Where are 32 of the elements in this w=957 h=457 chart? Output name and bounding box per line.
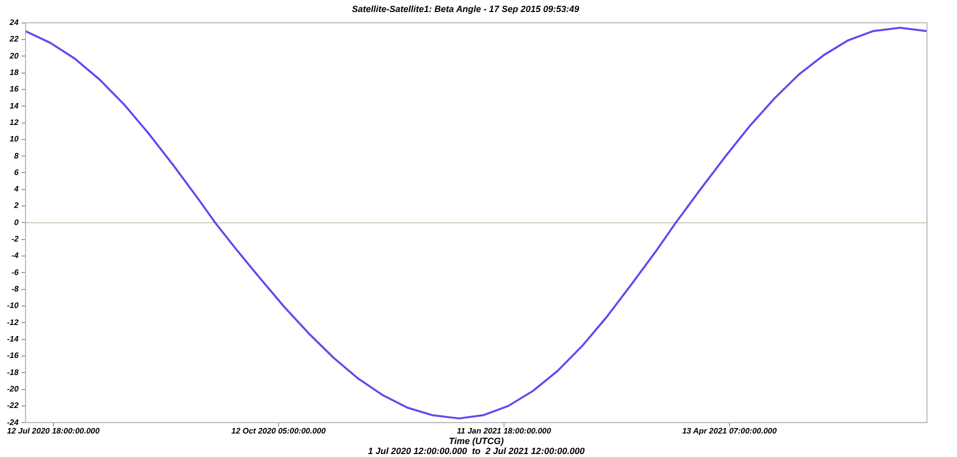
x-tick-label: 12 Jul 2020 18:00:00.000 [7,426,100,436]
y-tick-label: 8 [14,151,20,160]
x-axis-title: Time (UTCG) [448,436,504,446]
x-tick-label: 13 Apr 2021 07:00:00.000 [682,426,778,436]
y-tick-label: -14 [7,334,20,344]
y-tick-label: 6 [14,168,20,177]
y-tick-label: 16 [10,84,20,94]
y-tick-label: -8 [11,284,20,294]
y-tick-label: 24 [8,18,20,28]
y-tick-label: -20 [7,384,20,394]
y-tick-label: 20 [8,51,20,60]
y-tick-label: -6 [11,268,20,277]
y-tick-label: -16 [7,351,20,360]
y-tick-label: -2 [11,234,20,244]
y-tick-label: -10 [7,301,20,310]
y-tick-label: 12 [10,118,20,127]
y-tick-label: 4 [13,184,20,194]
y-tick-label: -4 [11,251,20,260]
y-tick-label: -24 [7,418,20,427]
chart-title: Satellite-Satellite1: Beta Angle - 17 Sep 2015 09:53:49 [352,4,580,14]
x-tick-label: 12 Oct 2020 05:00:00.000 [231,426,326,436]
x-tick-label: 11 Jan 2021 18:00:00.000 [456,426,552,436]
y-tick-label: 14 [10,101,20,110]
y-tick-label: 18 [10,68,20,77]
y-tick-label: -12 [7,318,20,327]
y-tick-label: -18 [7,368,20,377]
y-tick-label: -22 [7,401,20,410]
y-tick-label: 22 [8,34,20,44]
y-tick-label: 0 [14,218,20,227]
y-tick-label: 2 [13,201,20,210]
y-tick-label: 10 [10,134,20,144]
text: 1 Jul 2020 12:00:00.000 to 2 Jul 2021 12:00:00.000 [368,446,585,456]
